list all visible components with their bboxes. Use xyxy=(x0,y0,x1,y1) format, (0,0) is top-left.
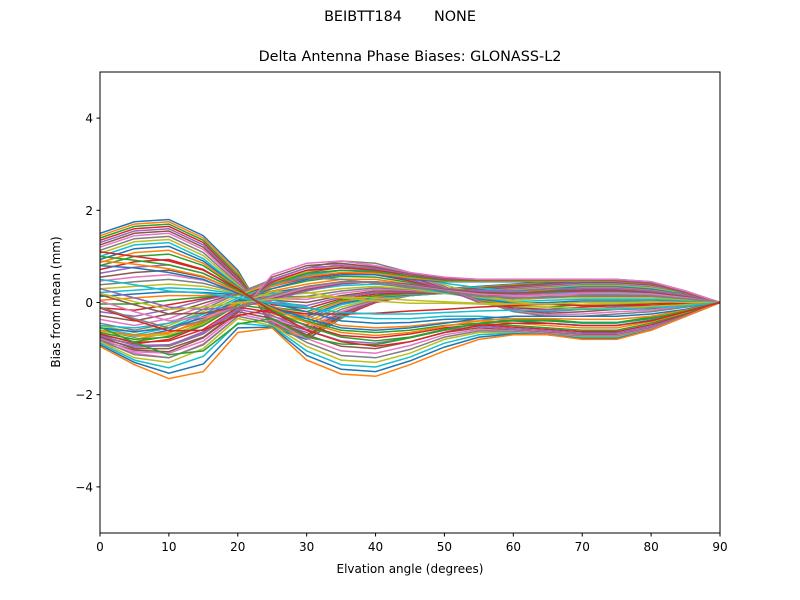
series-line xyxy=(99,281,721,322)
y-tick-label: 4 xyxy=(85,112,93,126)
x-axis-label: Elvation angle (degrees) xyxy=(336,562,484,576)
series-line xyxy=(99,301,721,341)
series-line xyxy=(99,292,721,311)
x-tick-label: 90 xyxy=(712,540,727,554)
series-line xyxy=(99,245,721,318)
y-tick-label: −2 xyxy=(75,388,93,402)
series-line xyxy=(99,301,721,380)
y-tick-label: 2 xyxy=(85,204,93,218)
x-tick-label: 30 xyxy=(299,540,314,554)
series-line xyxy=(99,264,721,331)
x-tick-label: 40 xyxy=(368,540,383,554)
data-lines xyxy=(99,218,721,380)
series-line xyxy=(99,251,721,348)
y-axis-ticks: −4 −2 0 2 4 xyxy=(75,112,100,494)
series-line xyxy=(99,281,721,315)
series-line xyxy=(99,278,721,315)
series-line xyxy=(99,301,721,337)
series-line xyxy=(99,301,721,354)
x-tick-label: 80 xyxy=(643,540,658,554)
series-line xyxy=(99,281,721,329)
y-axis-label: Bias from mean (mm) xyxy=(49,236,63,368)
figure-suptitle: BEIBTT184 NONE xyxy=(324,9,476,25)
series-line xyxy=(99,283,721,304)
x-tick-label: 50 xyxy=(437,540,452,554)
x-axis-ticks: 0 10 20 30 40 50 60 70 80 90 xyxy=(96,533,728,554)
y-tick-label: −4 xyxy=(75,480,93,494)
x-tick-label: 70 xyxy=(575,540,590,554)
series-line xyxy=(99,301,721,369)
series-line xyxy=(99,301,721,374)
series-line xyxy=(99,290,721,338)
x-tick-label: 20 xyxy=(230,540,245,554)
series-line xyxy=(99,301,720,332)
x-tick-label: 60 xyxy=(506,540,521,554)
series-line xyxy=(99,255,721,342)
x-tick-label: 0 xyxy=(96,540,104,554)
x-tick-label: 10 xyxy=(161,540,176,554)
chart-title: Delta Antenna Phase Biases: GLONASS-L2 xyxy=(258,49,562,65)
series-line xyxy=(99,301,721,359)
y-tick-label: 0 xyxy=(85,296,93,310)
series-line xyxy=(99,260,721,337)
